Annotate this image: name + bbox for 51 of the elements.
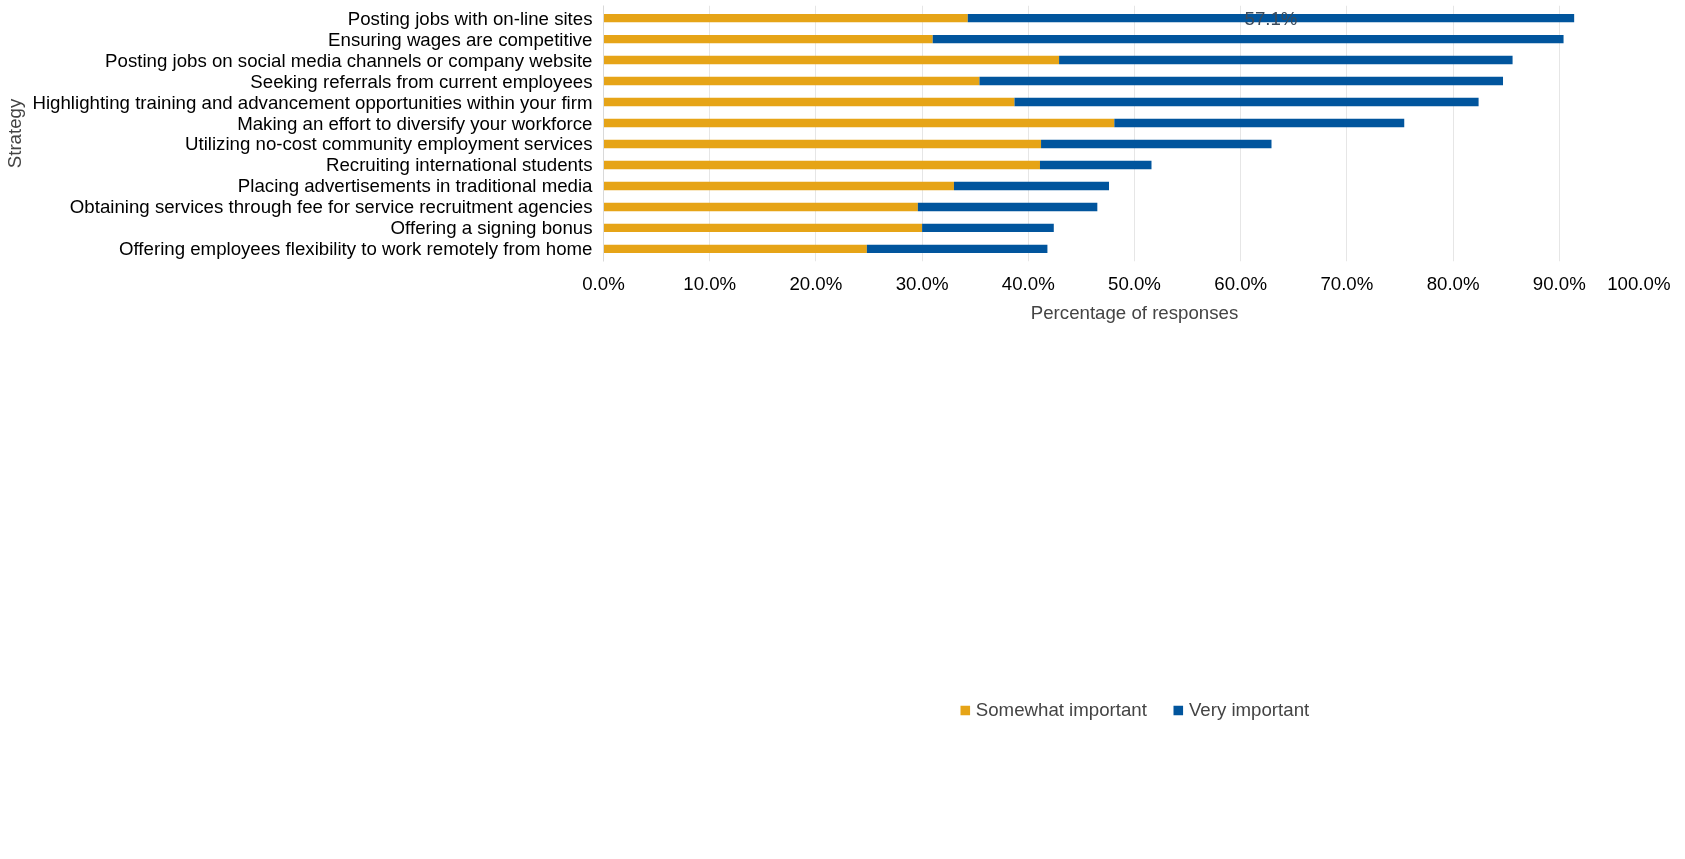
bar bbox=[603, 76, 980, 86]
bar bbox=[603, 13, 968, 23]
y-tick-label: Utilizing no-cost community employment services bbox=[185, 133, 593, 155]
bar bbox=[953, 181, 1110, 191]
bar bbox=[1059, 55, 1513, 65]
bar bbox=[603, 160, 1040, 170]
bar bbox=[922, 223, 1054, 233]
legend-label: Somewhat important bbox=[975, 698, 1147, 721]
y-tick-label: Recruiting international students bbox=[325, 154, 593, 176]
y-tick-label: Making an effort to diversify your workforce bbox=[237, 112, 593, 134]
bar bbox=[1114, 118, 1405, 128]
bar bbox=[603, 223, 923, 233]
x-axis-title: Percentage of responses bbox=[1030, 301, 1239, 323]
x-tick-label: 0.0% bbox=[582, 272, 625, 294]
bar bbox=[1039, 160, 1152, 170]
bar bbox=[917, 202, 1098, 212]
bar bbox=[603, 202, 918, 212]
x-tick-label: 90.0% bbox=[1532, 272, 1586, 294]
bar bbox=[932, 34, 1564, 44]
bar bbox=[603, 181, 954, 191]
x-tick-label: 30.0% bbox=[895, 272, 949, 294]
x-tick-label: 40.0% bbox=[1001, 272, 1055, 294]
y-tick-label: Seeking referrals from current employees bbox=[250, 70, 593, 92]
y-tick-label: Placing advertisements in traditional media bbox=[237, 175, 594, 197]
y-axis-title: Strategy bbox=[3, 98, 25, 169]
bar bbox=[603, 139, 1042, 149]
y-tick-label: Offering a signing bonus bbox=[390, 217, 593, 239]
y-tick-label: Offering employees flexibility to work remotely from home bbox=[119, 238, 593, 260]
bar bbox=[603, 97, 1015, 107]
bar bbox=[967, 13, 1575, 23]
y-tick-label: Obtaining services through fee for service recruitment agencies bbox=[69, 196, 593, 218]
bar bbox=[603, 244, 867, 254]
y-tick-label: Posting jobs on social media channels or company website bbox=[105, 49, 593, 71]
x-tick-label: 60.0% bbox=[1214, 272, 1268, 294]
x-tick-label: 50.0% bbox=[1108, 272, 1161, 294]
bar bbox=[1041, 139, 1272, 149]
y-tick-label: Posting jobs with on-line sites bbox=[347, 7, 593, 29]
y-tick-label: Ensuring wages are competitive bbox=[328, 28, 593, 50]
bar bbox=[866, 244, 1048, 254]
bar bbox=[1014, 97, 1479, 107]
bar bbox=[603, 34, 933, 44]
x-tick-label: 80.0% bbox=[1426, 272, 1480, 294]
x-tick-label: 10.0% bbox=[683, 272, 737, 294]
bar bbox=[603, 55, 1060, 65]
bar bbox=[603, 118, 1115, 128]
legend-label: Very important bbox=[1188, 698, 1310, 721]
x-tick-label: 70.0% bbox=[1320, 272, 1374, 294]
x-tick-label: 20.0% bbox=[789, 272, 843, 294]
x-tick-label: 100.0% bbox=[1607, 272, 1671, 294]
y-tick-label: Highlighting training and advancement opportunities within your firm bbox=[32, 91, 593, 113]
bar bbox=[979, 76, 1504, 86]
